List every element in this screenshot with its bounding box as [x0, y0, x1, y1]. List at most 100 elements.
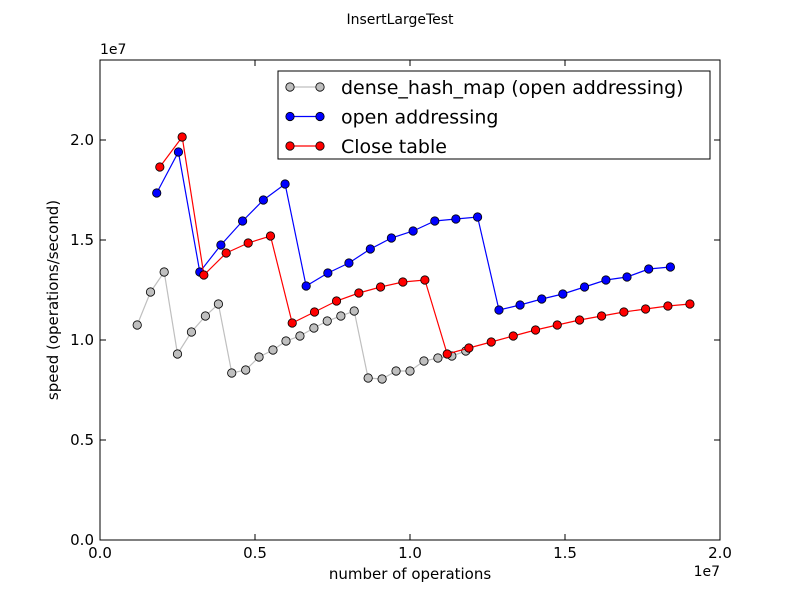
legend-entry: open addressing	[285, 107, 498, 129]
data-point	[173, 147, 184, 157]
data-point	[213, 299, 224, 309]
data-point	[322, 316, 332, 326]
data-point	[552, 320, 562, 330]
data-point	[685, 299, 695, 309]
legend-marker	[315, 111, 325, 122]
data-point	[640, 304, 651, 314]
series-1	[152, 147, 676, 315]
data-point	[349, 306, 359, 316]
legend-entry: dense_hash_map (open addressing)	[285, 77, 684, 99]
y-multiplier-label: 1e7	[100, 42, 126, 58]
data-point	[574, 315, 585, 325]
data-point	[301, 281, 311, 291]
data-point	[238, 216, 248, 226]
data-point	[430, 216, 440, 226]
legend-marker	[285, 141, 295, 151]
data-point	[216, 240, 226, 250]
data-point	[331, 296, 342, 306]
y-tick-label: 0.5	[70, 431, 94, 449]
y-axis-ticks: 0.0 0.5 1.0 1.5 2.0	[70, 131, 720, 549]
data-point	[442, 349, 452, 359]
data-point	[377, 374, 387, 384]
data-point	[363, 373, 373, 383]
data-point	[375, 282, 386, 292]
legend-marker	[285, 111, 295, 122]
y-axis-label: speed (operations/second)	[44, 200, 62, 400]
data-point	[398, 277, 408, 287]
legend-entries: dense_hash_map (open addressing) open add…	[285, 77, 684, 158]
data-point	[281, 336, 291, 346]
legend-entry: Close table	[285, 136, 447, 158]
legend-marker	[315, 82, 325, 92]
data-point	[433, 353, 443, 363]
legend-label: Close table	[341, 136, 447, 158]
data-point	[665, 262, 676, 272]
data-point	[243, 238, 253, 248]
x-tick-label: 0.0	[88, 544, 112, 562]
data-point	[155, 162, 165, 172]
data-point	[622, 272, 632, 282]
data-point	[221, 248, 231, 258]
legend-box	[277, 70, 711, 160]
data-point	[386, 233, 396, 243]
data-point	[354, 288, 364, 298]
data-point	[601, 275, 611, 285]
data-point	[254, 352, 264, 362]
legend-marker	[285, 82, 295, 92]
data-point	[309, 307, 320, 317]
legend-label: dense_hash_map (open addressing)	[341, 77, 684, 99]
x-tick-label: 1.0	[398, 544, 422, 562]
data-point	[663, 301, 673, 311]
legend-label: open addressing	[341, 107, 498, 129]
series-0	[132, 267, 471, 384]
data-point	[227, 368, 237, 378]
data-point	[419, 356, 429, 366]
data-point	[365, 244, 375, 254]
x-axis-ticks: 0.0 0.5 1.0 1.5 2.0	[88, 60, 732, 562]
y-tick-label: 0.0	[70, 531, 94, 549]
chart-title: InsertLargeTest	[346, 12, 454, 28]
data-point	[515, 300, 525, 310]
data-point	[558, 289, 568, 299]
data-point	[258, 195, 268, 205]
data-point	[295, 331, 305, 341]
data-point	[309, 323, 319, 333]
x-multiplier-label: 1e7	[694, 564, 720, 580]
x-axis-label: number of operations	[329, 565, 492, 583]
data-point	[537, 294, 547, 304]
data-point	[268, 345, 278, 355]
data-point	[486, 337, 496, 347]
data-point	[132, 320, 142, 330]
y-tick-label: 1.0	[70, 331, 94, 349]
data-point	[336, 311, 346, 321]
y-tick-label: 2.0	[70, 131, 94, 149]
data-point	[420, 275, 430, 285]
data-point	[159, 267, 169, 277]
data-point	[579, 282, 590, 292]
data-point	[391, 366, 401, 376]
data-point	[323, 268, 333, 278]
legend-marker	[315, 141, 325, 151]
data-point	[464, 343, 474, 353]
data-point	[472, 212, 483, 222]
data-point	[287, 318, 297, 328]
data-point	[408, 226, 418, 236]
data-point	[596, 311, 607, 321]
series-2	[155, 132, 695, 359]
data-point	[152, 188, 162, 198]
data-point	[451, 214, 461, 224]
data-point	[644, 264, 654, 274]
data-point	[405, 366, 415, 376]
data-point	[200, 311, 210, 321]
data-point	[172, 349, 183, 359]
data-point	[241, 365, 251, 375]
x-tick-label: 0.5	[243, 544, 267, 562]
data-point	[619, 307, 629, 317]
legend: dense_hash_map (open addressing) open add…	[277, 70, 711, 160]
data-point	[344, 258, 354, 268]
data-point	[494, 305, 504, 315]
series-layer	[132, 132, 695, 384]
data-point	[186, 327, 197, 337]
